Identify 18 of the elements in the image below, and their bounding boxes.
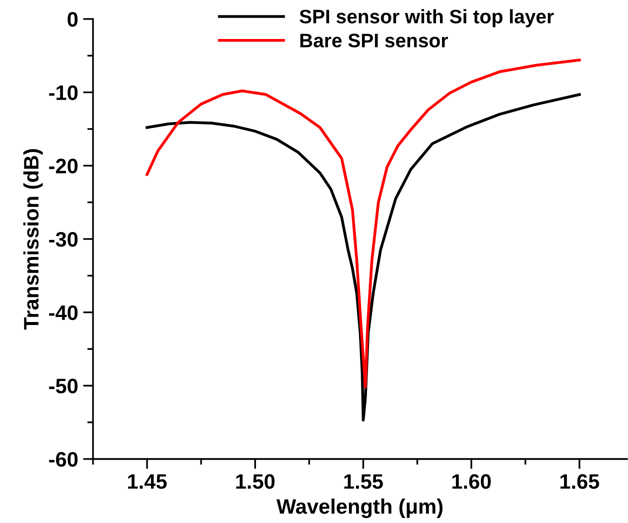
y-axis-title: Transmission (dB) — [23, 149, 43, 330]
x-tick-label: 1.45 — [128, 474, 167, 489]
y-tick-label: -20 — [49, 158, 78, 174]
legend-label: Bare SPI sensor — [300, 34, 448, 48]
y-tick-label: 0 — [68, 12, 78, 27]
y-tick-label: -60 — [49, 452, 78, 467]
x-tick-label: 1.55 — [344, 474, 383, 489]
y-tick-label: -10 — [49, 85, 78, 100]
x-tick-label: 1.50 — [236, 474, 275, 489]
y-tick-label: -40 — [49, 305, 78, 320]
line-series — [146, 93, 581, 422]
x-tick-label: 1.65 — [560, 474, 600, 489]
x-tick-label: 1.60 — [452, 474, 491, 489]
y-tick-label: -30 — [49, 232, 78, 247]
y-tick-label: -50 — [49, 378, 78, 394]
x-axis-title: Wavelength (μm) — [276, 498, 442, 518]
line-series — [146, 58, 581, 389]
legend-label: SPI sensor with Si top layer — [300, 9, 554, 28]
